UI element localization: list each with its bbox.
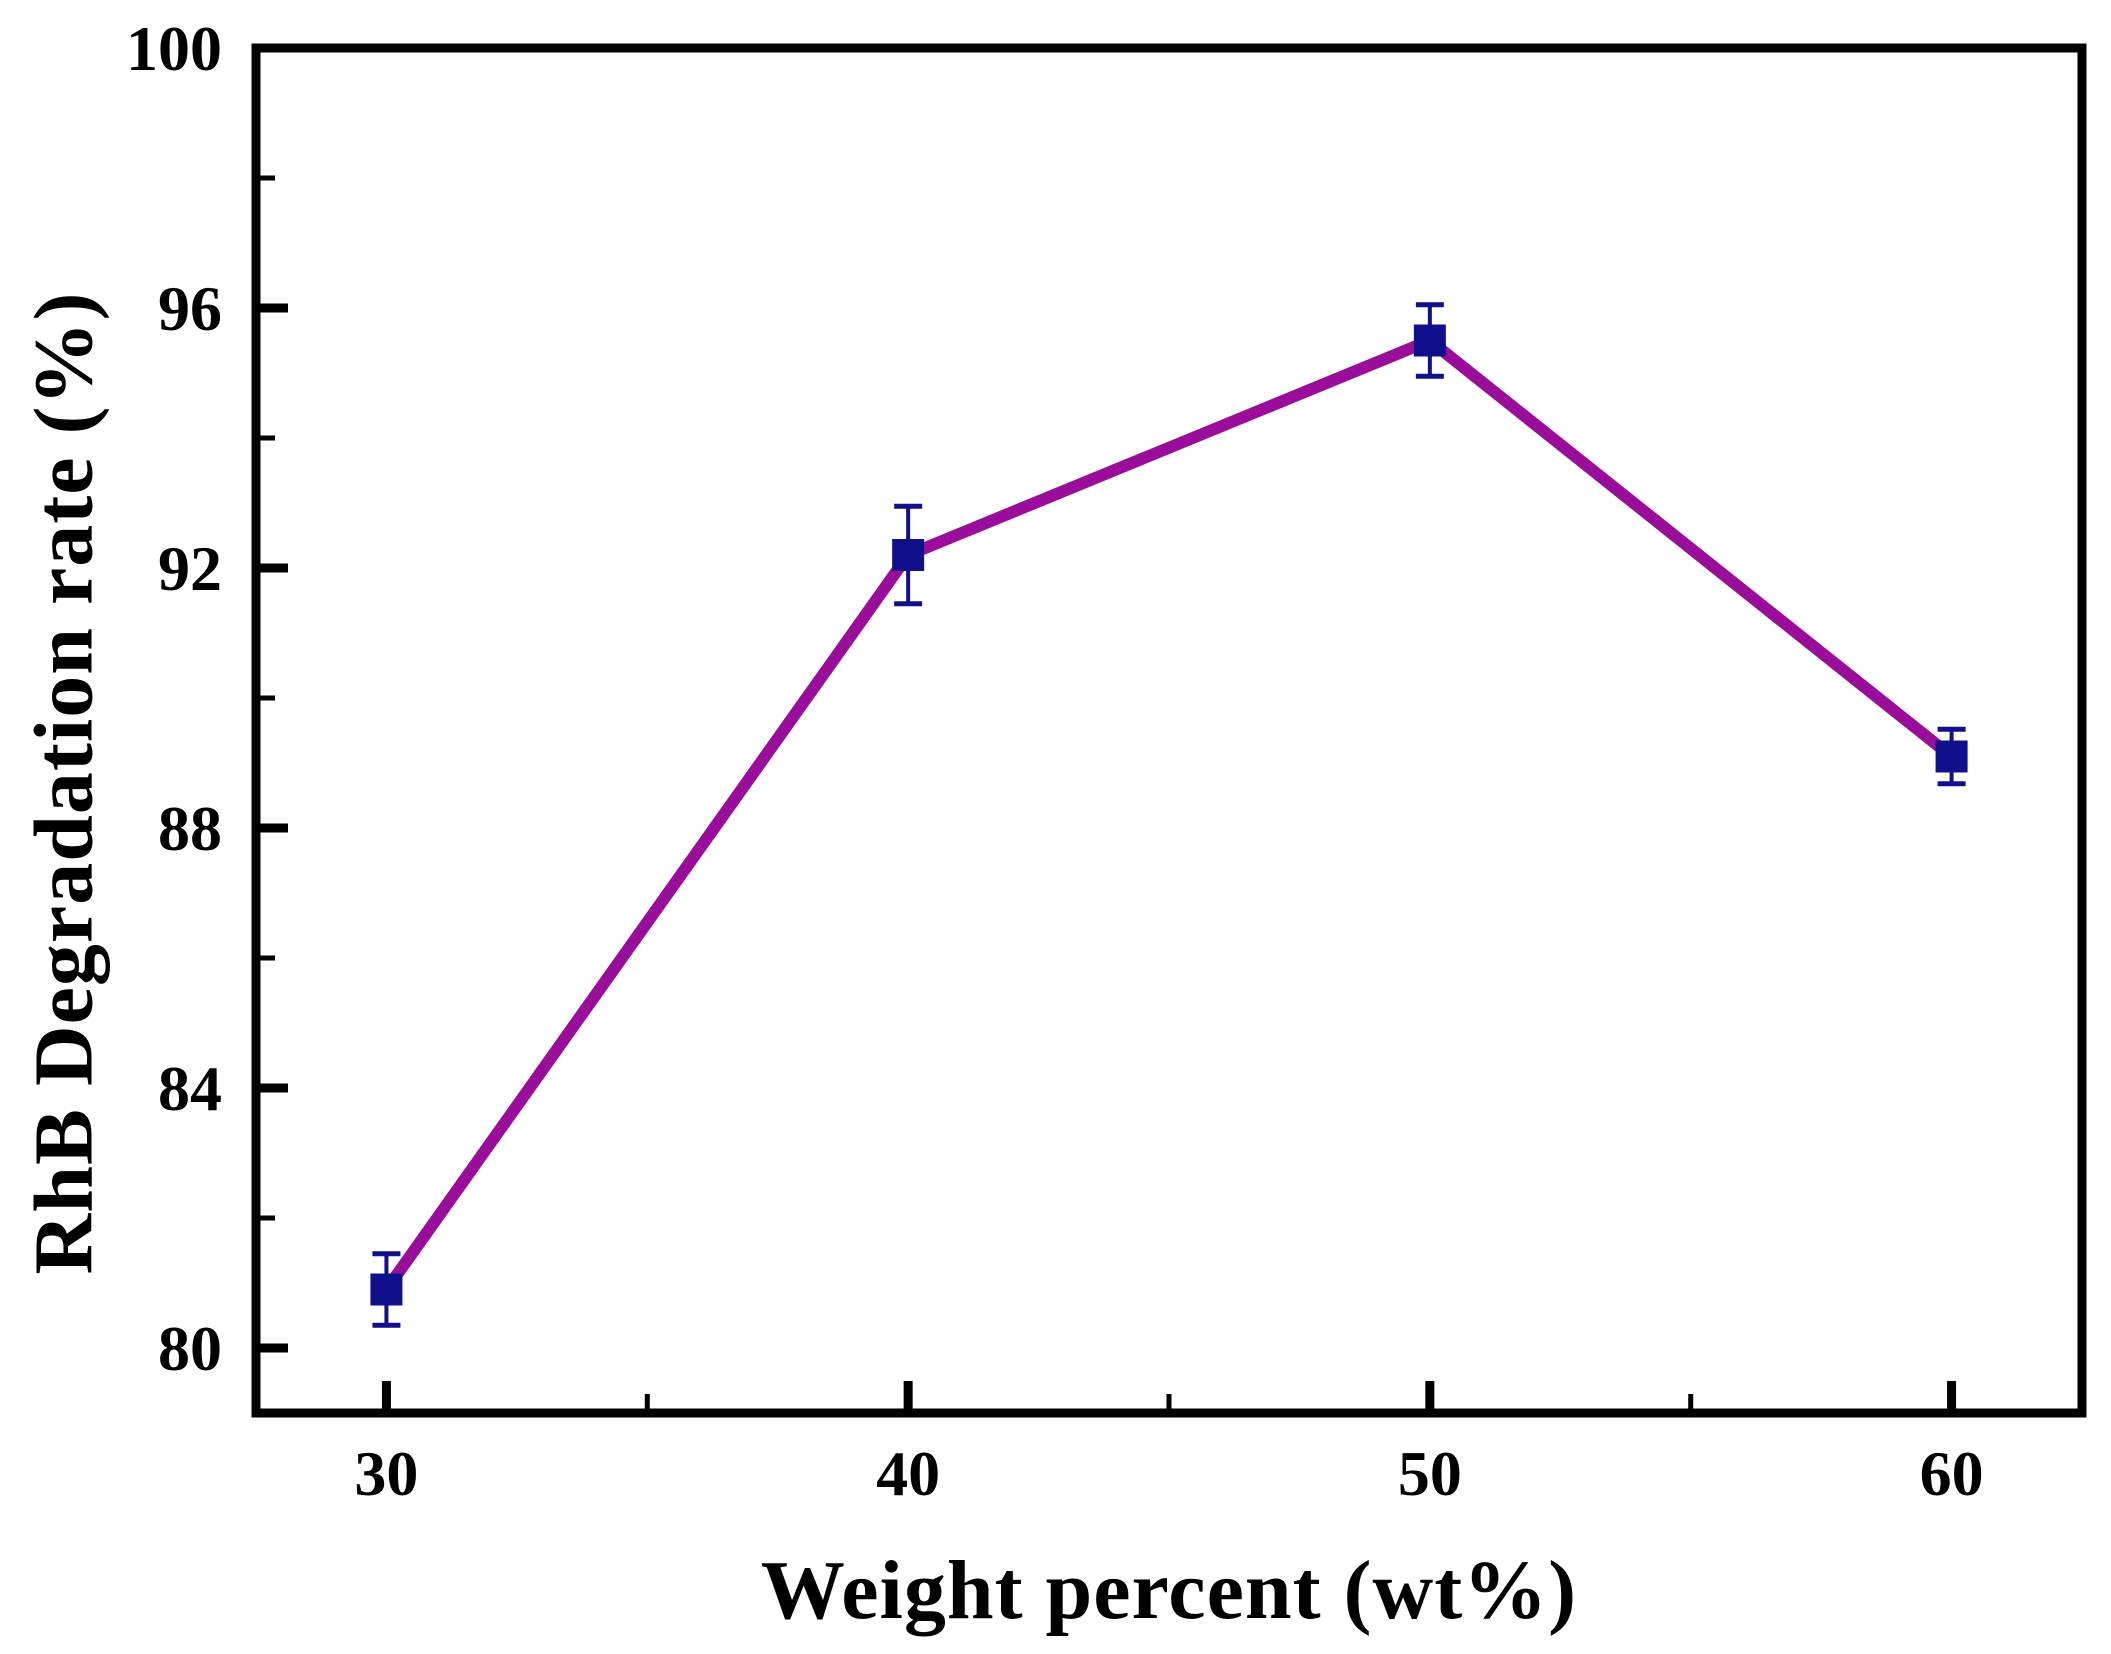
- y-tick-label: 88: [158, 793, 222, 864]
- y-tick-label: 92: [158, 533, 222, 604]
- data-point-marker: [1413, 324, 1446, 357]
- y-tick-label: 80: [158, 1313, 222, 1384]
- x-tick-label: 50: [1398, 1438, 1462, 1509]
- y-tick-label: 84: [158, 1053, 222, 1124]
- x-tick-label: 60: [1920, 1438, 1984, 1509]
- x-tick-label: 30: [354, 1438, 418, 1509]
- plot-frame: [251, 43, 2087, 1418]
- data-line: [381, 333, 1956, 1293]
- x-axis-title: Weight percent (wt%): [760, 1544, 1578, 1637]
- data-point-marker: [892, 539, 925, 571]
- y-axis-title: RhB Degradation rate (%): [17, 291, 111, 1275]
- y-tick-label: 100: [126, 13, 222, 84]
- x-tick-label: 40: [876, 1438, 940, 1509]
- y-tick-label: 96: [158, 273, 222, 344]
- data-point-marker: [1935, 740, 1968, 773]
- data-point-marker: [370, 1273, 403, 1306]
